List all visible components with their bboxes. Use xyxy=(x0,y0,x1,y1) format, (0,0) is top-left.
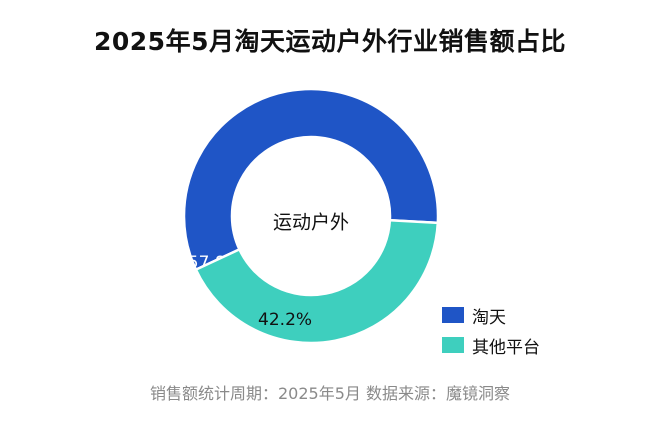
legend-swatch-other xyxy=(442,337,464,353)
legend-label-other: 其他平台 xyxy=(472,337,540,358)
slice-other xyxy=(194,218,440,345)
legend-item-other: 其他平台 xyxy=(442,332,540,358)
chart-title: 2025年5月淘天运动户外行业销售额占比 xyxy=(94,27,566,56)
legend-item-taotian: 淘天 xyxy=(442,302,540,328)
slice-taotian xyxy=(182,87,440,272)
center-label: 运动户外 xyxy=(273,212,349,234)
source-note: 销售额统计周期：2025年5月 数据来源：魔镜洞察 xyxy=(150,384,510,403)
legend: 淘天 其他平台 xyxy=(442,302,540,362)
legend-swatch-taotian xyxy=(442,307,464,323)
legend-label-taotian: 淘天 xyxy=(472,307,506,328)
data-label-other: 42.2% xyxy=(258,310,312,330)
